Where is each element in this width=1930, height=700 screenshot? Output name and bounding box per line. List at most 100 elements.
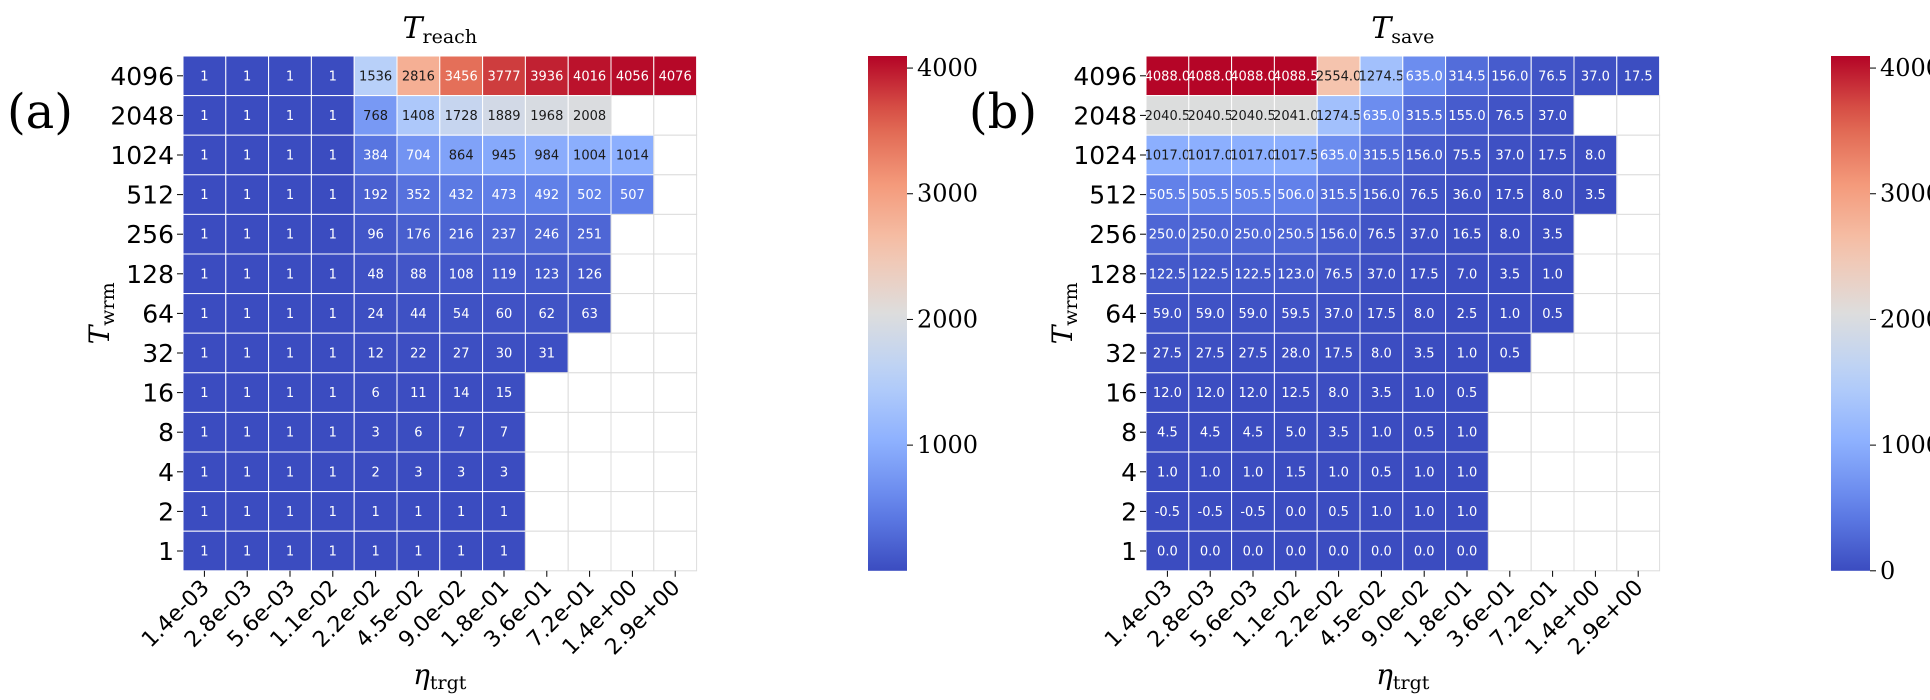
panel-b-cell-label: 0.0: [1414, 545, 1435, 560]
panel-a-empty-cell: [524, 411, 569, 453]
panel-a-y-tick-label: 32: [142, 339, 174, 368]
panel-b-heatmap-cell: [1616, 55, 1661, 97]
panel-b-cell-label: 17.5: [1410, 267, 1439, 282]
panel-b-cell-label: 635.0: [1320, 149, 1357, 164]
panel-a-y-label-sub: wrm: [97, 282, 119, 325]
panel-b-empty-cell: [1616, 491, 1661, 532]
panel-b-cell-label: 17.5: [1538, 149, 1567, 164]
panel-a-heatmap-cell: [482, 134, 526, 176]
panel-a-cell-label: 1: [286, 347, 294, 362]
panel-b-y-tick-label: 4096: [1073, 62, 1137, 91]
panel-b-cell-label: 315.5: [1363, 149, 1400, 164]
panel-b-empty-cell: [1530, 530, 1575, 572]
panel-a-cell-label: 237: [492, 228, 517, 243]
panel-b-cell-label: 1.0: [1328, 465, 1349, 480]
panel-a-heatmap-cell: [396, 491, 441, 532]
panel-b-heatmap-cell: [1231, 55, 1275, 97]
panel-a-cell-label: 27: [453, 347, 470, 362]
panel-b-cell-label: 122.5: [1234, 267, 1271, 282]
panel-b-empty-cell: [1573, 530, 1618, 572]
panel-b-cell-label: 4.5: [1157, 426, 1178, 441]
panel-a-heatmap-cell: [310, 253, 355, 295]
panel-a-cell-label: 108: [449, 267, 474, 282]
panel-b-title-sub: save: [1391, 26, 1434, 48]
panel-a-heatmap-cell: [439, 134, 484, 176]
panel-a-cell-label: 3936: [530, 69, 563, 84]
panel-a-empty-cell: [524, 530, 569, 572]
panel-a-colorbar-tick-label: 2000: [917, 305, 978, 333]
panel-a-x-label-sub: trgt: [430, 672, 467, 694]
panel-b-heatmap-cell: [1273, 372, 1318, 413]
panel-a-heatmap-cell: [482, 491, 526, 532]
panel-a-cell-label: 1: [329, 267, 337, 282]
panel-b-heatmap-cell: [1487, 55, 1532, 97]
panel-a-heatmap-cell: [396, 213, 441, 255]
panel-b-heatmap-cell: [1145, 332, 1190, 374]
panel-a-y-tick-label: 8: [158, 418, 174, 447]
panel-b-cell-label: 635.0: [1363, 109, 1400, 124]
panel-b-heatmap-cell: [1359, 253, 1404, 295]
panel-a-cell-label: 119: [492, 267, 517, 282]
panel-b-empty-cell: [1616, 213, 1661, 255]
panel-a-cell-label: 1728: [445, 109, 478, 124]
panel-b-empty-cell: [1530, 411, 1575, 453]
panel-a-heatmap-cell: [567, 95, 612, 136]
panel-b-cell-label: 3.5: [1414, 347, 1435, 362]
panel-b-heatmap-cell: [1231, 491, 1275, 532]
panel-a-empty-cell: [610, 372, 655, 413]
panel-a-cell-label: 1: [243, 347, 251, 362]
panel-b-heatmap-cell: [1316, 95, 1361, 136]
panel-a-heatmap-cell: [482, 253, 526, 295]
panel-b-heatmap-cell: [1530, 253, 1575, 295]
panel-a-heatmap-cell: [653, 55, 698, 97]
panel-a-heatmap-cell: [353, 213, 398, 255]
panel-a-cell-label: 1: [329, 386, 337, 401]
panel-b-cell-label: 1.0: [1457, 465, 1478, 480]
panel-b-cell-label: 17.5: [1324, 347, 1353, 362]
panel-b-heatmap-cell: [1188, 55, 1233, 97]
panel-a-cell-label: 1536: [359, 69, 392, 84]
panel-b-cell-label: 27.5: [1239, 347, 1268, 362]
panel-b-empty-cell: [1616, 134, 1661, 176]
panel-b-heatmap-cell: [1316, 253, 1361, 295]
panel-b-y-tick-label: 2: [1121, 497, 1137, 526]
panel-a-cell-label: 251: [577, 228, 602, 243]
panel-a-heatmap-cell: [439, 95, 484, 136]
panel-b-cell-label: 4.5: [1200, 426, 1221, 441]
panel-a-heatmap-cell: [310, 95, 355, 136]
panel-a-heatmap-cell: [567, 174, 612, 215]
panel-b-heatmap-cell: [1273, 491, 1318, 532]
panel-a-panel-label: (a): [7, 84, 73, 140]
panel-a-empty-cell: [567, 451, 612, 493]
panel-b-heatmap-cell: [1231, 293, 1275, 334]
panel-b-cell-label: 4.5: [1243, 426, 1264, 441]
panel-a-heatmap-cell: [268, 213, 312, 255]
panel-a-cell-label: 1: [200, 69, 208, 84]
panel-b-colorbar-tick-label: 0: [1880, 557, 1895, 585]
panel-a-cell-label: 1: [200, 386, 208, 401]
panel-a-heatmap-cell: [524, 95, 569, 136]
panel-b-cell-label: 28.0: [1281, 347, 1310, 362]
panel-b-cell-label: 0.0: [1243, 545, 1264, 560]
panel-a-cell-label: 1: [286, 386, 294, 401]
panel-a-heatmap-cell: [310, 372, 355, 413]
panel-a-empty-cell: [653, 293, 698, 334]
panel-b-cell-label: 37.0: [1581, 69, 1610, 84]
panel-b-empty-cell: [1530, 332, 1575, 374]
panel-a-heatmap-cell: [482, 411, 526, 453]
panel-b-cell-label: 122.5: [1149, 267, 1186, 282]
panel-b-y-tick-label: 2048: [1073, 101, 1137, 130]
panel-a-cell-label: 1: [500, 545, 508, 560]
panel-b-heatmap-cell: [1402, 134, 1447, 176]
panel-b-colorbar-tick-label: 2000: [1880, 305, 1930, 333]
panel-b-cell-label: 0.0: [1328, 545, 1349, 560]
panel-b-heatmap-cell: [1273, 530, 1318, 572]
panel-a-cell-label: 1968: [530, 109, 563, 124]
panel-b-cell-label: 12.0: [1239, 386, 1268, 401]
panel-b-cell-label: 314.5: [1448, 69, 1485, 84]
panel-a-cell-label: 768: [363, 109, 388, 124]
panel-a-y-tick-label: 128: [126, 260, 174, 289]
panel-b-cell-label: 123.0: [1277, 267, 1314, 282]
panel-a-cell-label: 1: [200, 426, 208, 441]
